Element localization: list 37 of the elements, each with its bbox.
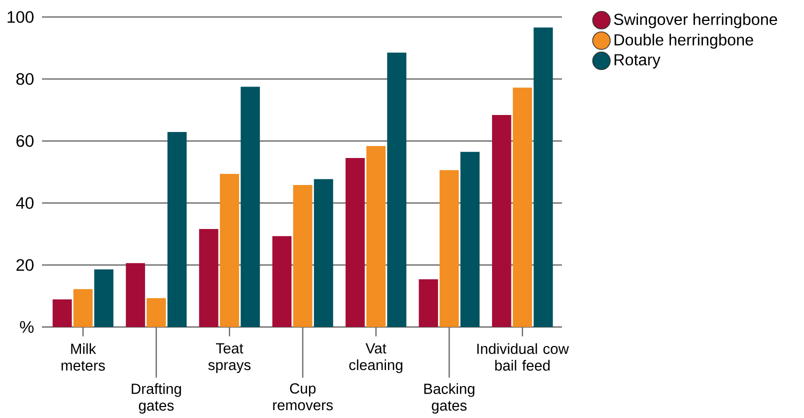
bar xyxy=(126,263,146,327)
y-tick-label: 100 xyxy=(8,11,34,23)
legend-label: Rotary xyxy=(614,54,660,69)
x-tick-label: Cup removers xyxy=(273,383,333,410)
x-tick-label: Individual cow bail feed xyxy=(477,343,569,371)
bar xyxy=(220,174,240,327)
bar xyxy=(146,298,166,327)
y-tick-label: % xyxy=(20,321,34,333)
x-tick-label: Drafting gates xyxy=(132,383,181,414)
x-tick-label: Teat sprays xyxy=(208,343,251,374)
y-tick-label: 20 xyxy=(16,259,34,271)
y-tick-label: 40 xyxy=(16,197,34,209)
bar xyxy=(73,289,93,327)
bar xyxy=(293,185,312,327)
bar xyxy=(387,52,406,327)
bar xyxy=(418,279,438,327)
x-tick-label: Milk meters xyxy=(62,343,105,371)
bar xyxy=(314,179,334,327)
bar xyxy=(199,229,218,327)
x-tick-label: Vat cleaning xyxy=(349,343,402,374)
bar xyxy=(52,299,72,327)
bar xyxy=(272,236,292,327)
bar xyxy=(440,170,459,327)
bar xyxy=(512,88,532,327)
y-tick-label: 80 xyxy=(16,73,34,85)
bar xyxy=(492,114,512,327)
bar xyxy=(534,28,553,327)
bar xyxy=(460,152,480,327)
x-tick-label: Backing gates xyxy=(424,383,474,414)
bar xyxy=(346,158,365,327)
bar xyxy=(240,86,260,327)
legend-label: Swingover herringbone xyxy=(614,13,778,28)
bar xyxy=(366,146,386,327)
bar xyxy=(167,132,187,327)
y-tick-label: 60 xyxy=(16,135,34,147)
legend-label: Double herringbone xyxy=(614,34,754,49)
bar xyxy=(94,269,114,327)
